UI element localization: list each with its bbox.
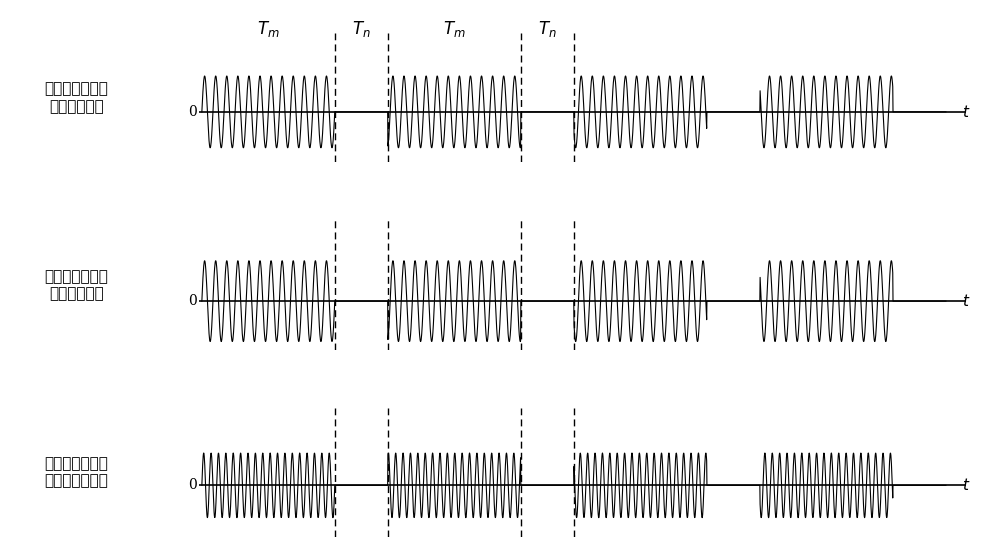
Text: $t$: $t$ (962, 104, 970, 120)
Text: $T_m$: $T_m$ (257, 19, 280, 39)
Text: $T_n$: $T_n$ (352, 19, 371, 39)
Text: 0: 0 (188, 105, 196, 119)
Text: $T_m$: $T_m$ (443, 19, 466, 39)
Text: $T_n$: $T_n$ (538, 19, 557, 39)
Text: 下射频源输出的
射频脉冲信号: 下射频源输出的 射频脉冲信号 (45, 269, 109, 301)
Text: $t$: $t$ (962, 477, 970, 493)
Text: 上射频源输出的
射频脉冲信号: 上射频源输出的 射频脉冲信号 (45, 81, 109, 114)
Text: 0: 0 (188, 294, 196, 308)
Text: $t$: $t$ (962, 293, 970, 309)
Text: 反应腔室内实际
加载的脉冲信号: 反应腔室内实际 加载的脉冲信号 (45, 456, 109, 489)
Text: 0: 0 (188, 478, 196, 492)
